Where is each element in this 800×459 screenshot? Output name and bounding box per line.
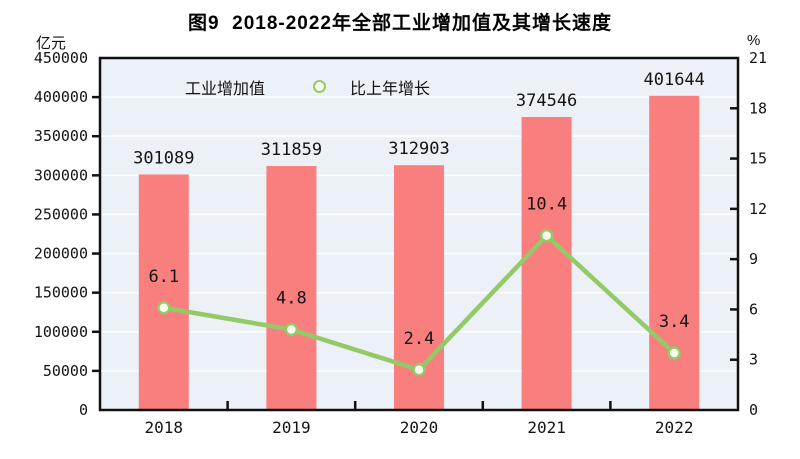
line-marker-2021	[539, 228, 554, 243]
legend: 工业增加值 比上年增长	[136, 78, 431, 98]
plot-border	[98, 56, 740, 412]
line-marker-2018	[157, 301, 171, 315]
line-marker-2022	[667, 346, 681, 360]
line-value-label-2018: 6.1	[148, 267, 179, 287]
right-axis-unit-label: %	[747, 32, 761, 49]
bar-2021	[521, 117, 572, 411]
x-axis-label-2018: 2018	[145, 418, 184, 437]
right-axis-tick-label: 0	[749, 401, 758, 419]
bar-value-label-2018: 301089	[133, 148, 194, 168]
left-axis-tick-label: 0	[79, 401, 88, 419]
left-axis-tick-label: 450000	[34, 49, 88, 67]
right-axis-tick-label: 9	[749, 250, 758, 268]
bar-value-label-2020: 312903	[388, 139, 449, 159]
left-axis-unit-label: 亿元	[36, 35, 67, 52]
left-axis-tick-label: 300000	[34, 166, 88, 184]
right-axis-tick-label: 6	[749, 300, 758, 318]
x-axis-label-2022: 2022	[655, 418, 694, 437]
x-axis-label-2019: 2019	[272, 418, 311, 437]
line-marker-2019	[284, 322, 299, 337]
x-axis-label-2021: 2021	[527, 418, 566, 437]
bar-2019	[266, 166, 317, 410]
bar-value-label-2021: 374546	[516, 91, 577, 111]
left-axis-tick-label: 100000	[34, 323, 88, 341]
right-axis-tick-label: 3	[749, 351, 758, 369]
line-value-label-2021: 10.4	[526, 195, 567, 215]
line-value-label-2022: 3.4	[659, 312, 690, 332]
left-axis-tick-label: 250000	[34, 205, 88, 223]
bar-2018	[138, 174, 189, 410]
legend-bar-label: 工业增加值	[185, 81, 266, 98]
x-axis-label-2020: 2020	[400, 418, 439, 437]
left-axis-tick-label: 400000	[34, 88, 88, 106]
bar-value-label-2019: 311859	[261, 140, 322, 160]
right-axis-tick-label: 18	[749, 99, 767, 117]
bar-value-label-2022: 401644	[643, 70, 704, 90]
left-axis-tick-label: 150000	[34, 284, 88, 302]
left-axis-tick-label: 200000	[34, 245, 88, 263]
left-axis-tick-label: 50000	[43, 362, 88, 380]
chart-title: 图9 2018-2022年全部工业增加值及其增长速度	[188, 13, 612, 34]
line-marker-2020	[412, 363, 426, 377]
bar-2022	[649, 95, 700, 410]
right-axis-tick-label: 21	[749, 49, 767, 67]
line-value-label-2020: 2.4	[404, 329, 435, 349]
right-axis-tick-label: 12	[749, 200, 767, 218]
legend-line-marker-icon	[313, 80, 327, 93]
legend-line-swatch-icon	[299, 80, 341, 94]
legend-line-label: 比上年增长	[350, 81, 431, 98]
left-axis-tick-label: 350000	[34, 127, 88, 145]
right-axis-tick-label: 15	[749, 150, 767, 168]
line-value-label-2019: 4.8	[276, 289, 307, 309]
legend-bar-swatch-icon	[136, 81, 176, 94]
